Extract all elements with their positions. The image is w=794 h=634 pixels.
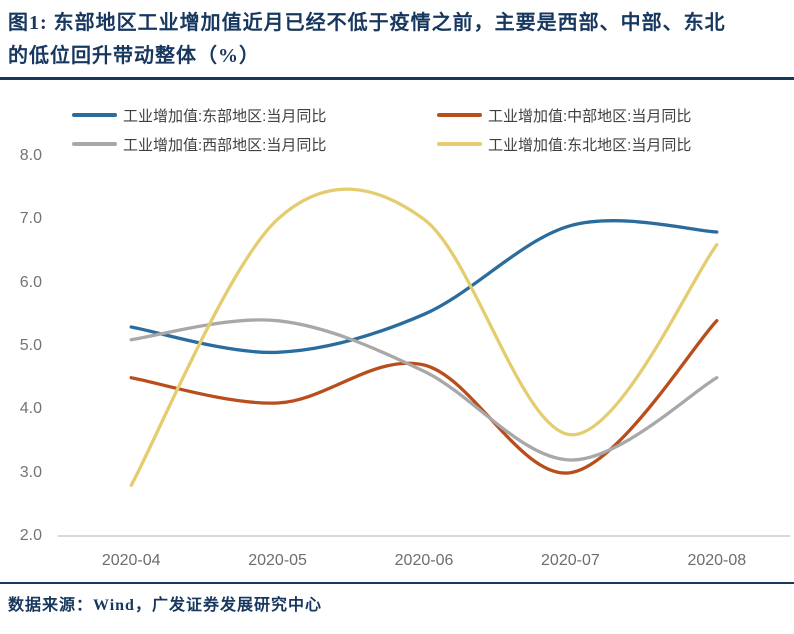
series-line-northeast xyxy=(129,187,719,487)
y-tick-label: 2.0 xyxy=(19,527,42,544)
y-tick-label: 4.0 xyxy=(19,400,42,418)
legend-line-swatch-east xyxy=(72,113,117,117)
figure-title: 图1: 东部地区工业增加值近月已经不低于疫情之前，主要是西部、中部、东北 的低位… xyxy=(8,7,788,73)
x-tick-label: 2020-07 xyxy=(541,552,600,569)
legend-label-east: 工业增加值:东部地区:当月同比 xyxy=(123,107,327,125)
legend-line-swatch-west xyxy=(72,142,117,146)
legend-item-west: 工业增加值:西部地区:当月同比 xyxy=(72,134,326,154)
series-line-east xyxy=(129,219,719,355)
legend-line-swatch-central xyxy=(437,113,482,117)
figure-title-line2: 的低位回升带动整体（%） xyxy=(8,45,260,67)
footer-divider xyxy=(0,582,794,584)
y-tick-label: 8.0 xyxy=(19,147,42,164)
y-tick-label: 3.0 xyxy=(19,463,42,481)
data-source: 数据来源：Wind，广发证券发展研究中心 xyxy=(8,597,322,614)
series-line-west xyxy=(129,318,719,462)
legend-label-west: 工业增加值:西部地区:当月同比 xyxy=(123,136,327,154)
x-tick-label: 2020-04 xyxy=(101,552,161,569)
figure-title-line1: 图1: 东部地区工业增加值近月已经不低于疫情之前，主要是西部、中部、东北 xyxy=(8,12,726,34)
legend-line-swatch-northeast xyxy=(437,142,482,146)
x-tick-label: 2020-08 xyxy=(687,552,747,569)
series-line-central xyxy=(129,319,719,475)
title-divider xyxy=(0,77,794,80)
legend-item-east: 工业增加值:东部地区:当月同比 xyxy=(72,105,326,125)
legend-label-central: 工业增加值:中部地区:当月同比 xyxy=(488,107,692,125)
legend-item-central: 工业增加值:中部地区:当月同比 xyxy=(437,105,691,125)
y-tick-label: 6.0 xyxy=(19,273,42,291)
y-tick-label: 7.0 xyxy=(19,210,42,228)
y-tick-label: 5.0 xyxy=(19,337,42,354)
legend-item-northeast: 工业增加值:东北地区:当月同比 xyxy=(437,134,691,154)
legend-label-northeast: 工业增加值:东北地区:当月同比 xyxy=(488,136,692,154)
x-tick-label: 2020-06 xyxy=(394,552,454,569)
x-tick-label: 2020-05 xyxy=(248,552,307,569)
